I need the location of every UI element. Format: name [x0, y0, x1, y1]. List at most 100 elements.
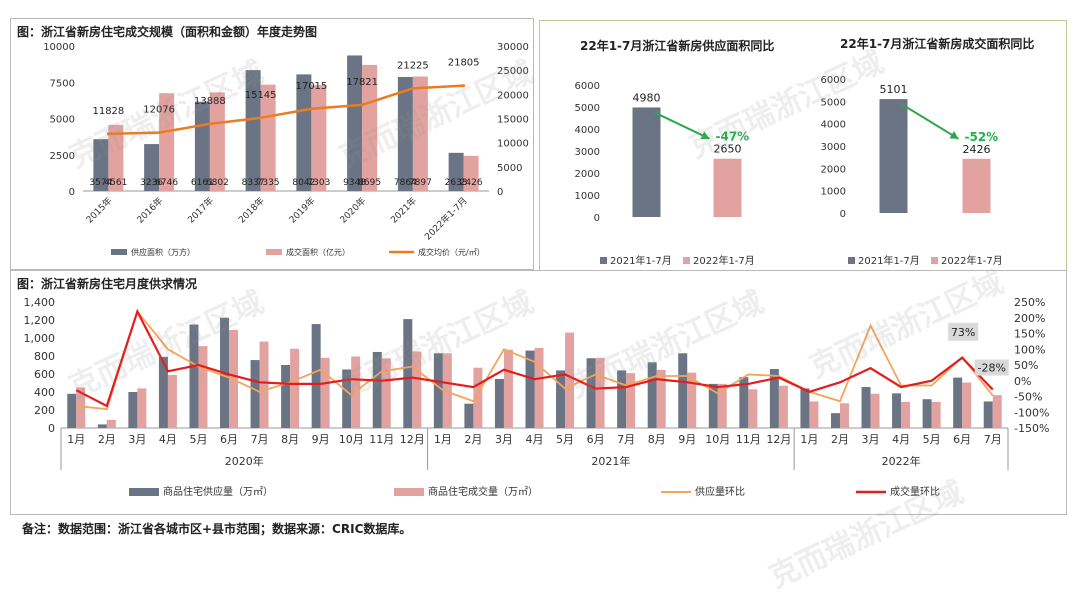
- x-tick-label: 6月: [953, 433, 971, 446]
- y2-tick-label: 250%: [1014, 296, 1045, 309]
- x-tick-label: 4月: [159, 433, 177, 446]
- bar-monthly-deal: [626, 373, 636, 428]
- trend-arrow-head: [700, 131, 710, 140]
- bar-monthly-deal: [931, 401, 941, 428]
- y-tick-label: 0: [69, 187, 75, 198]
- bar-monthly-supply: [464, 403, 474, 428]
- legend-label: 成交面积（亿元）: [286, 247, 350, 257]
- bar-monthly-supply: [494, 378, 504, 428]
- bar-monthly-supply: [617, 370, 627, 428]
- y2-tick-label: 30000: [497, 42, 529, 53]
- bar-deal-area: [108, 124, 124, 191]
- y2-tick-label: -50%: [1014, 391, 1042, 404]
- x-tick-label: 3月: [862, 433, 880, 446]
- y2-tick-label: 20000: [497, 90, 529, 101]
- y-tick-label: 5000: [821, 97, 846, 108]
- monthly-chart-title: 图：浙江省新房住宅月度供求情况: [17, 277, 198, 291]
- data-label-deal: 7303: [307, 178, 330, 188]
- bar-monthly-supply: [708, 383, 718, 428]
- y-tick-label: 0: [840, 209, 846, 220]
- legend-swatch-deal: [394, 488, 424, 496]
- yoy-chart-svg: 0 1000 2000 3000 4000 5000 6000 4980 2650-47% 202…: [575, 75, 1003, 267]
- x-tick-label: 2018年: [236, 195, 267, 226]
- bar-monthly-deal: [962, 382, 972, 428]
- annual-chart-panel: 图：浙江省新房住宅成交规模（面积和金额）年度走势图 0 2500 5000 7500 1…: [10, 18, 534, 270]
- bar-monthly-supply: [647, 362, 657, 428]
- bar-supply-area: [397, 76, 413, 191]
- data-label-supply: 2633: [445, 178, 468, 188]
- y-tick-label: 1000: [821, 187, 846, 198]
- annotation-box: [948, 322, 979, 341]
- legend-swatch-2021: [848, 257, 855, 264]
- bar-monthly-supply: [830, 413, 840, 428]
- bar-monthly-deal: [687, 372, 697, 428]
- x-tick-label: 2020年: [337, 195, 368, 226]
- y-tick-label: 0: [594, 213, 600, 224]
- data-label-supply: 9348: [343, 178, 366, 188]
- y2-tick-label: 5000: [497, 163, 522, 174]
- data-label-deal: 8695: [358, 178, 381, 188]
- data-label-supply: 6161: [191, 178, 214, 188]
- y-tick-label: 5000: [575, 103, 600, 114]
- legend-label: 2022年1-7月: [941, 254, 1003, 267]
- x-tick-label: 7月: [984, 433, 1002, 446]
- bar-monthly-deal: [870, 393, 880, 428]
- x-tick-label: 10月: [705, 433, 730, 446]
- x-tick-label: 2021年: [388, 195, 419, 226]
- bar-monthly-deal: [809, 401, 819, 428]
- bar-monthly-deal: [717, 383, 727, 428]
- bar-monthly-deal: [198, 346, 208, 428]
- y-tick-label: 1,400: [24, 296, 56, 309]
- monthly-chart-panel: 图：浙江省新房住宅月度供求情况 0 200 400 600 800 1,000 1,200 1…: [10, 270, 1067, 515]
- x-tick-label: 7月: [617, 433, 635, 446]
- bar-monthly-supply: [525, 350, 535, 428]
- data-label-price: 17015: [295, 81, 327, 92]
- data-label-deal: 4561: [104, 178, 127, 188]
- bar-deal-area: [412, 76, 428, 191]
- bar-deal-area: [463, 155, 479, 191]
- bar-yoy: [879, 99, 908, 213]
- bar-monthly-supply: [892, 393, 902, 428]
- bar-monthly-deal: [565, 332, 575, 428]
- bar-monthly-supply: [739, 377, 749, 428]
- x-tick-label: 1月: [434, 433, 452, 446]
- yoy-change-label: -47%: [716, 130, 750, 144]
- y-tick-label: 4000: [821, 120, 846, 131]
- y2-tick-label: 150%: [1014, 328, 1045, 341]
- x-tick-label: 3月: [495, 433, 513, 446]
- bar-deal-area: [159, 93, 175, 191]
- bar-monthly-supply: [433, 353, 443, 428]
- x-tick-label: 2017年: [185, 195, 216, 226]
- bar-monthly-supply: [922, 399, 932, 428]
- bar-monthly-supply: [586, 358, 596, 428]
- bar-monthly-deal: [839, 403, 849, 428]
- bar-monthly-supply: [556, 370, 566, 428]
- x-tick-label: 2016年: [134, 195, 165, 226]
- x-tick-label: 8月: [281, 433, 299, 446]
- data-label-deal: 7335: [257, 178, 280, 188]
- bar-monthly-deal: [167, 374, 177, 428]
- bar-monthly-supply: [97, 424, 107, 428]
- data-label-supply: 3574: [89, 178, 112, 188]
- bar-deal-area: [209, 92, 225, 191]
- data-label-supply: 8337: [242, 178, 265, 188]
- bar-monthly-supply: [281, 365, 291, 428]
- data-label-yoy: 5101: [880, 83, 908, 96]
- data-label-price: 13888: [194, 96, 226, 107]
- x-tick-label: 12月: [766, 433, 791, 446]
- trend-arrow-line: [900, 103, 960, 140]
- bar-monthly-deal: [503, 349, 513, 428]
- bar-monthly-deal: [748, 389, 758, 428]
- point-avg-price: [259, 116, 263, 120]
- data-label-deal: 7897: [409, 178, 432, 188]
- data-label-deal: 2426: [460, 178, 483, 188]
- legend-label: 2022年1-7月: [693, 254, 755, 267]
- bar-monthly-deal: [534, 347, 544, 428]
- bar-monthly-deal: [320, 357, 330, 428]
- monthly-chart-svg: 0 200 400 600 800 1,000 1,200 1,400 -150% -100% -5…: [24, 296, 1050, 498]
- bar-monthly-deal: [656, 369, 666, 428]
- point-avg-price: [208, 122, 212, 126]
- bar-monthly-supply: [158, 356, 168, 428]
- data-label-supply: 3236: [140, 178, 163, 188]
- x-tick-label: 2月: [98, 433, 116, 446]
